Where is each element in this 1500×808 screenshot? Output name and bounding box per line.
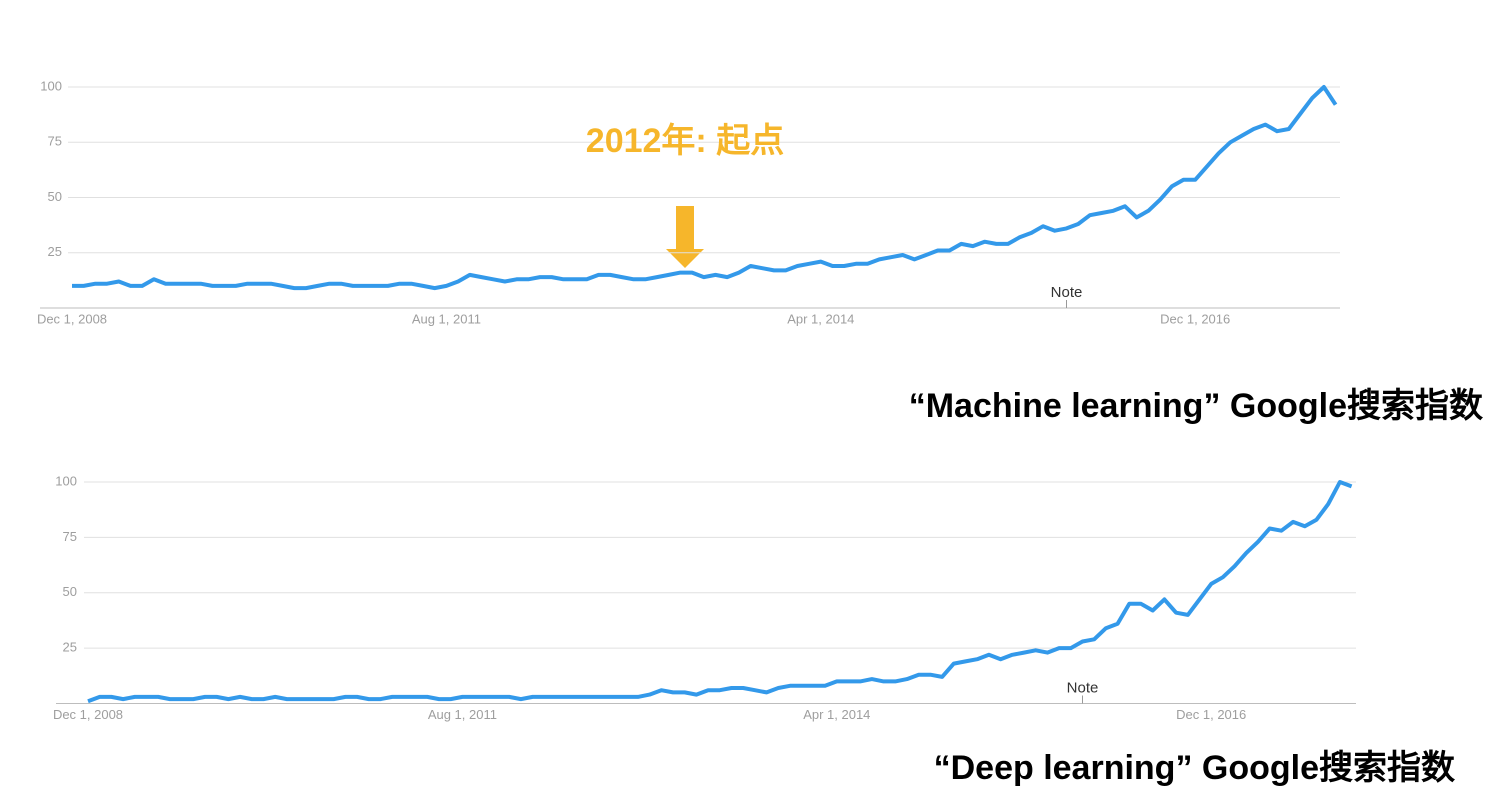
x-tick-label: Aug 1, 2011	[428, 707, 497, 722]
y-tick-label: 25	[48, 244, 62, 259]
callout-arrow	[666, 206, 704, 268]
x-tick-label: Dec 1, 2008	[37, 311, 107, 326]
y-tick-label: 75	[48, 134, 62, 149]
y-tick-label: 75	[63, 529, 77, 544]
x-tick-label: Apr 1, 2014	[787, 311, 854, 326]
y-tick-label: 100	[55, 473, 77, 488]
x-tick-label: Aug 1, 2011	[412, 311, 481, 326]
y-tick-label: 100	[40, 78, 62, 93]
data-line	[72, 85, 1338, 291]
data-line	[87, 480, 1353, 704]
callout-label: 2012年: 起点	[586, 122, 784, 160]
x-tick-label: Dec 1, 2008	[53, 707, 123, 722]
y-tick-label: 25	[63, 640, 77, 655]
chart-title: “Machine learning” Google搜索指数	[909, 387, 1483, 425]
x-tick-label: Dec 1, 2016	[1160, 311, 1230, 326]
x-tick-label: Dec 1, 2016	[1176, 707, 1246, 722]
chart-title: “Deep learning” Google搜索指数	[934, 749, 1455, 787]
note-label: Note	[1051, 284, 1083, 301]
x-tick-label: Apr 1, 2014	[803, 707, 870, 722]
y-tick-label: 50	[48, 189, 62, 204]
y-tick-label: 50	[63, 584, 77, 599]
note-label: Note	[1067, 679, 1099, 696]
